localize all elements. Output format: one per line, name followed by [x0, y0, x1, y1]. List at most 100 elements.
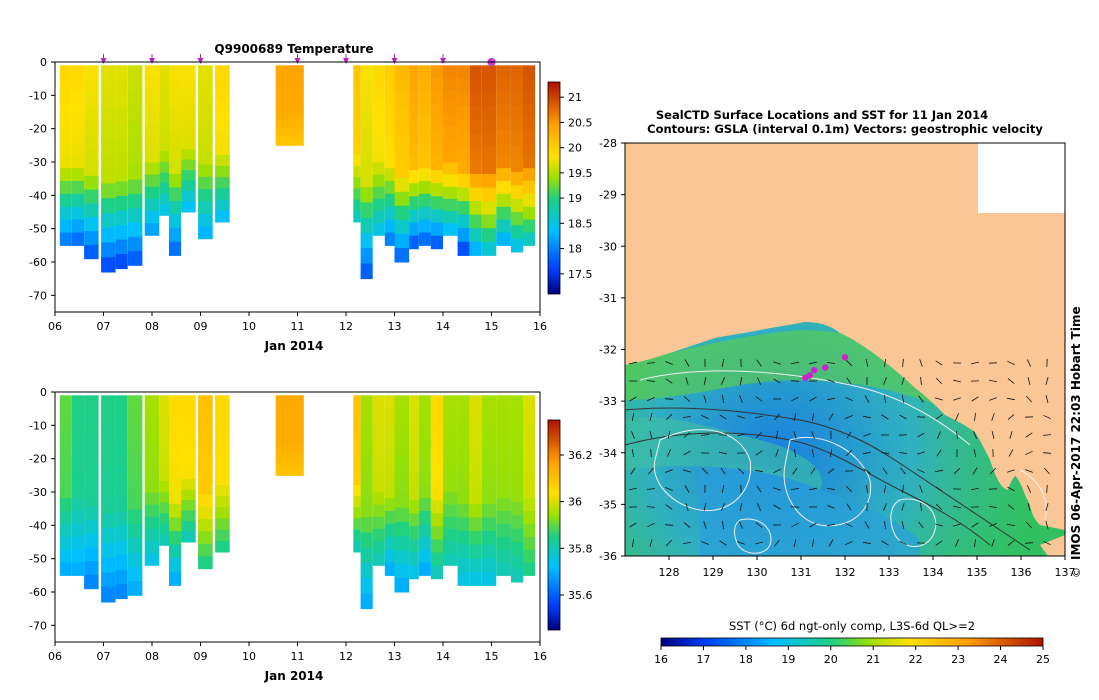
- profile-cell: [443, 431, 458, 445]
- profile-cell: [169, 449, 182, 464]
- profile-cell: [181, 96, 196, 108]
- profile-cell: [496, 103, 511, 118]
- profile-cell: [72, 155, 85, 169]
- profile-cell: [469, 92, 482, 107]
- profile-cell: [198, 77, 213, 91]
- profile-cell: [481, 558, 497, 573]
- profile-cell: [169, 228, 182, 243]
- profile-cell: [144, 138, 160, 151]
- velocity-vector: [935, 414, 943, 420]
- velocity-vector: [755, 522, 763, 528]
- velocity-vector: [790, 362, 800, 364]
- profile-cell: [169, 173, 182, 188]
- profile-cell: [101, 94, 116, 111]
- temperature-colorbar-ticks: 21 20.5 20 19.5 19 18.5 18 17.5: [560, 91, 593, 281]
- colorbar-tick-label: 36: [568, 496, 582, 509]
- profile-cell: [394, 437, 410, 452]
- velocity-vector: [881, 451, 889, 455]
- velocity-vector: [883, 485, 887, 493]
- velocity-vector: [811, 431, 815, 439]
- profile-cell: [360, 263, 373, 280]
- profile-cell: [372, 150, 385, 163]
- profile-cell: [443, 456, 458, 469]
- profile-marker: [294, 58, 301, 64]
- velocity-vector: [920, 376, 922, 386]
- profile-cell: [496, 232, 511, 246]
- profile-cell: [127, 466, 143, 482]
- velocity-vector: [1008, 449, 1014, 457]
- profile-cell: [430, 552, 443, 567]
- profile-cell: [115, 152, 128, 168]
- profile-cell: [523, 78, 536, 92]
- profile-cell: [523, 536, 536, 551]
- profile-cell: [430, 130, 443, 145]
- profile-cell: [481, 476, 497, 491]
- profile-cell: [72, 408, 85, 422]
- profile-cell: [496, 219, 511, 233]
- profile-cell: [443, 223, 458, 236]
- profile-cell: [198, 65, 213, 79]
- profile-cell: [510, 488, 523, 503]
- velocity-vector: [755, 541, 763, 545]
- velocity-vector: [919, 359, 923, 367]
- velocity-vector: [629, 396, 637, 402]
- profile-cell: [127, 495, 143, 511]
- profile-cell: [457, 160, 470, 175]
- profile-cell: [115, 424, 128, 440]
- velocity-vector: [884, 521, 886, 529]
- velocity-vector: [863, 433, 871, 437]
- gsla-contour: [890, 498, 937, 547]
- profile-cell: [101, 498, 116, 514]
- profile-cell: [372, 126, 385, 139]
- velocity-vector: [953, 397, 961, 401]
- profile-cell: [394, 65, 410, 80]
- profile-cell: [101, 109, 116, 125]
- profile-cell: [394, 549, 410, 565]
- profile-cell: [510, 145, 523, 160]
- no-data-region: [978, 143, 1065, 213]
- velocity-vector: [899, 414, 907, 420]
- profile-cell: [409, 209, 419, 223]
- profile-cell: [481, 78, 497, 93]
- profile-cell: [430, 91, 443, 106]
- velocity-vector: [794, 448, 796, 458]
- profile-cell: [384, 395, 395, 409]
- profile-cell: [353, 65, 361, 77]
- profile-cell: [353, 188, 361, 201]
- profile-cell: [127, 581, 143, 596]
- profile-cell: [394, 423, 410, 438]
- x-tick-label: 16: [533, 320, 547, 333]
- velocity-vector: [721, 359, 725, 367]
- profile-cell: [496, 421, 511, 435]
- profile-cell: [215, 166, 230, 178]
- profile-cell: [84, 436, 99, 452]
- sst-colorbar: [660, 637, 1044, 647]
- velocity-vector: [650, 448, 652, 458]
- profile-cell: [72, 181, 85, 195]
- profile-marker: [149, 58, 155, 64]
- profile-cell: [84, 464, 99, 479]
- velocity-vector: [774, 539, 780, 547]
- profile-cell: [360, 517, 373, 533]
- profile-cell: [59, 433, 72, 448]
- velocity-vector: [1045, 502, 1049, 512]
- profile-cell: [430, 395, 443, 409]
- profile-cell: [372, 89, 385, 103]
- profile-cell: [418, 206, 431, 221]
- profile-cell: [84, 519, 99, 534]
- profile-cell: [481, 133, 497, 148]
- velocity-vector: [773, 378, 781, 384]
- y-tick-label: -70: [29, 289, 47, 302]
- velocity-vector: [937, 431, 941, 439]
- velocity-vector: [917, 432, 925, 438]
- profile-cell: [115, 453, 128, 469]
- velocity-vector: [682, 542, 692, 544]
- profile-cell: [72, 523, 85, 538]
- profile-cell: [127, 122, 143, 138]
- profile-cell: [510, 212, 523, 226]
- profile-cell: [353, 451, 361, 463]
- profile-cell: [169, 106, 182, 121]
- profile-cell: [457, 503, 470, 518]
- profile-cell: [443, 150, 458, 163]
- sst-colorbar-ticks: 16 17 18 19 20 21 22 23 24 25: [654, 646, 1050, 666]
